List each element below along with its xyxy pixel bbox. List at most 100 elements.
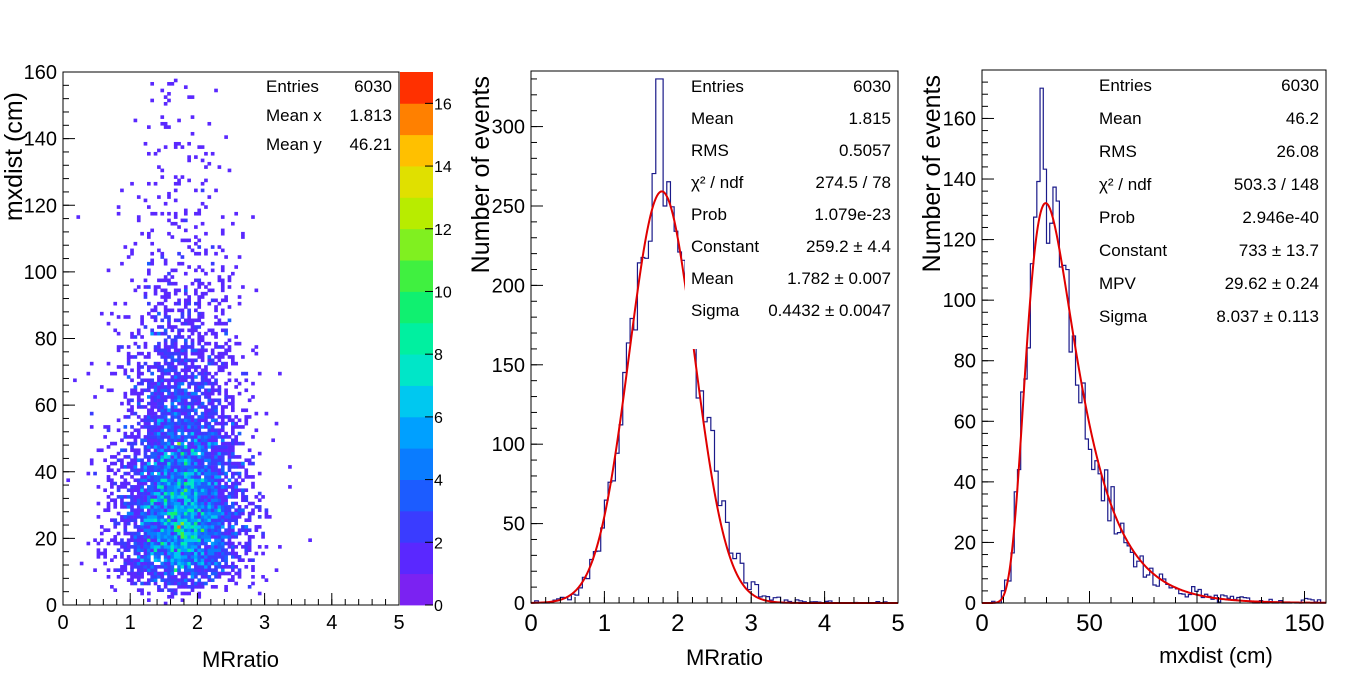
heatmap-cell bbox=[170, 268, 175, 273]
heatmap-cell bbox=[126, 518, 131, 523]
heatmap-cell bbox=[200, 515, 205, 519]
heatmap-cell bbox=[194, 288, 198, 293]
heatmap-cell bbox=[116, 365, 121, 369]
heatmap-cell bbox=[143, 498, 148, 503]
heatmap-cell bbox=[214, 441, 218, 446]
heatmap-cell bbox=[197, 491, 202, 496]
heatmap-cell bbox=[133, 521, 138, 526]
heatmap-cell bbox=[133, 581, 138, 586]
heatmap-cell bbox=[237, 418, 242, 423]
heatmap-cell bbox=[167, 508, 171, 513]
heatmap-cell bbox=[143, 495, 148, 499]
heatmap-cell bbox=[173, 421, 178, 426]
heatmap-cell bbox=[210, 361, 215, 366]
heatmap-cell bbox=[214, 345, 218, 349]
heatmap-cell bbox=[123, 301, 128, 306]
heatmap-cell bbox=[157, 558, 161, 562]
heatmap-cell bbox=[200, 311, 205, 316]
heatmap-cell bbox=[113, 501, 118, 506]
heatmap-cell bbox=[167, 391, 171, 396]
heatmap-cell bbox=[261, 495, 265, 499]
heatmap-cell bbox=[150, 441, 155, 446]
heatmap-cell bbox=[190, 521, 195, 526]
heatmap-cell bbox=[147, 408, 151, 413]
heatmap-cell bbox=[153, 478, 158, 483]
heatmap-cell bbox=[227, 521, 232, 526]
heatmap-cell bbox=[163, 461, 168, 466]
heatmap-cell bbox=[173, 528, 178, 533]
heatmap-cell bbox=[147, 311, 151, 316]
heatmap-cell bbox=[143, 558, 148, 562]
heatmap-cell bbox=[116, 548, 121, 552]
heatmap-cell bbox=[214, 378, 218, 383]
heatmap-cell bbox=[241, 525, 245, 529]
heatmap-cell bbox=[190, 408, 195, 413]
heatmap-cell bbox=[160, 461, 165, 466]
heatmap-cell bbox=[136, 345, 141, 349]
heatmap-cell bbox=[220, 408, 225, 413]
heatmap-cell bbox=[227, 448, 232, 453]
heatmap-cell bbox=[190, 531, 195, 536]
heatmap-cell bbox=[150, 415, 155, 419]
heatmap-cell bbox=[187, 448, 191, 453]
heatmap-cell bbox=[116, 495, 121, 499]
heatmap-cell bbox=[173, 445, 178, 449]
heatmap-cell bbox=[140, 425, 144, 429]
heatmap-cell bbox=[177, 385, 181, 389]
heatmap-cell bbox=[217, 505, 222, 509]
heatmap-cell bbox=[130, 368, 134, 373]
heatmap-cell bbox=[163, 411, 168, 416]
stats-value: 0.4432 ± 0.0047 bbox=[768, 301, 891, 320]
heatmap-cell bbox=[251, 565, 255, 569]
heatmap-cell bbox=[143, 141, 148, 146]
heatmap-cell bbox=[133, 458, 138, 463]
heatmap-cell bbox=[207, 511, 212, 516]
heatmap-cell bbox=[197, 388, 202, 393]
heatmap-cell bbox=[133, 515, 138, 519]
heatmap-cell bbox=[163, 408, 168, 413]
heatmap-cell bbox=[190, 541, 195, 546]
heatmap-cell bbox=[210, 515, 215, 519]
heatmap-cell bbox=[241, 558, 245, 562]
heatmap-cell bbox=[136, 478, 141, 483]
heatmap-cell bbox=[153, 365, 158, 369]
heatmap-cell bbox=[133, 355, 138, 359]
heatmap-cell bbox=[183, 378, 188, 383]
heatmap-cell bbox=[217, 451, 222, 456]
heatmap-cell bbox=[147, 571, 151, 576]
heatmap-cell bbox=[200, 495, 205, 499]
heatmap-cell bbox=[147, 401, 151, 406]
heatmap-cell bbox=[173, 411, 178, 416]
heatmap-cell bbox=[220, 521, 225, 526]
heatmap-cell bbox=[214, 331, 218, 336]
heatmap-cell bbox=[170, 511, 175, 516]
heatmap-cell bbox=[207, 515, 212, 519]
heatmap-cell bbox=[217, 511, 222, 516]
heatmap-cell bbox=[180, 408, 185, 413]
heatmap-cell bbox=[197, 468, 202, 473]
heatmap-cell bbox=[99, 531, 104, 536]
heatmap-cell bbox=[194, 395, 198, 399]
color-bar-label: 8 bbox=[434, 347, 443, 364]
heatmap-cell bbox=[194, 561, 198, 566]
heatmap-cell bbox=[170, 468, 175, 473]
heatmap-cell bbox=[267, 515, 272, 519]
heatmap-cell bbox=[187, 141, 191, 146]
heatmap-cell bbox=[210, 465, 215, 469]
heatmap-cell bbox=[177, 541, 181, 546]
heatmap-cell bbox=[136, 451, 141, 456]
heatmap-cell bbox=[227, 551, 232, 556]
heatmap-cell bbox=[177, 425, 181, 429]
heatmap-cell bbox=[147, 231, 151, 236]
heatmap-cell bbox=[170, 415, 175, 419]
heatmap-cell bbox=[160, 411, 165, 416]
heatmap-cell bbox=[153, 481, 158, 486]
heatmap-cell bbox=[123, 455, 128, 459]
stats-value: 1.815 bbox=[848, 109, 891, 128]
heatmap-cell bbox=[197, 331, 202, 336]
heatmap-cell bbox=[187, 155, 191, 159]
heatmap-cell bbox=[120, 365, 124, 369]
heatmap-cell bbox=[194, 535, 198, 539]
heatmap-cell bbox=[200, 435, 205, 439]
heatmap-cell bbox=[197, 305, 202, 309]
